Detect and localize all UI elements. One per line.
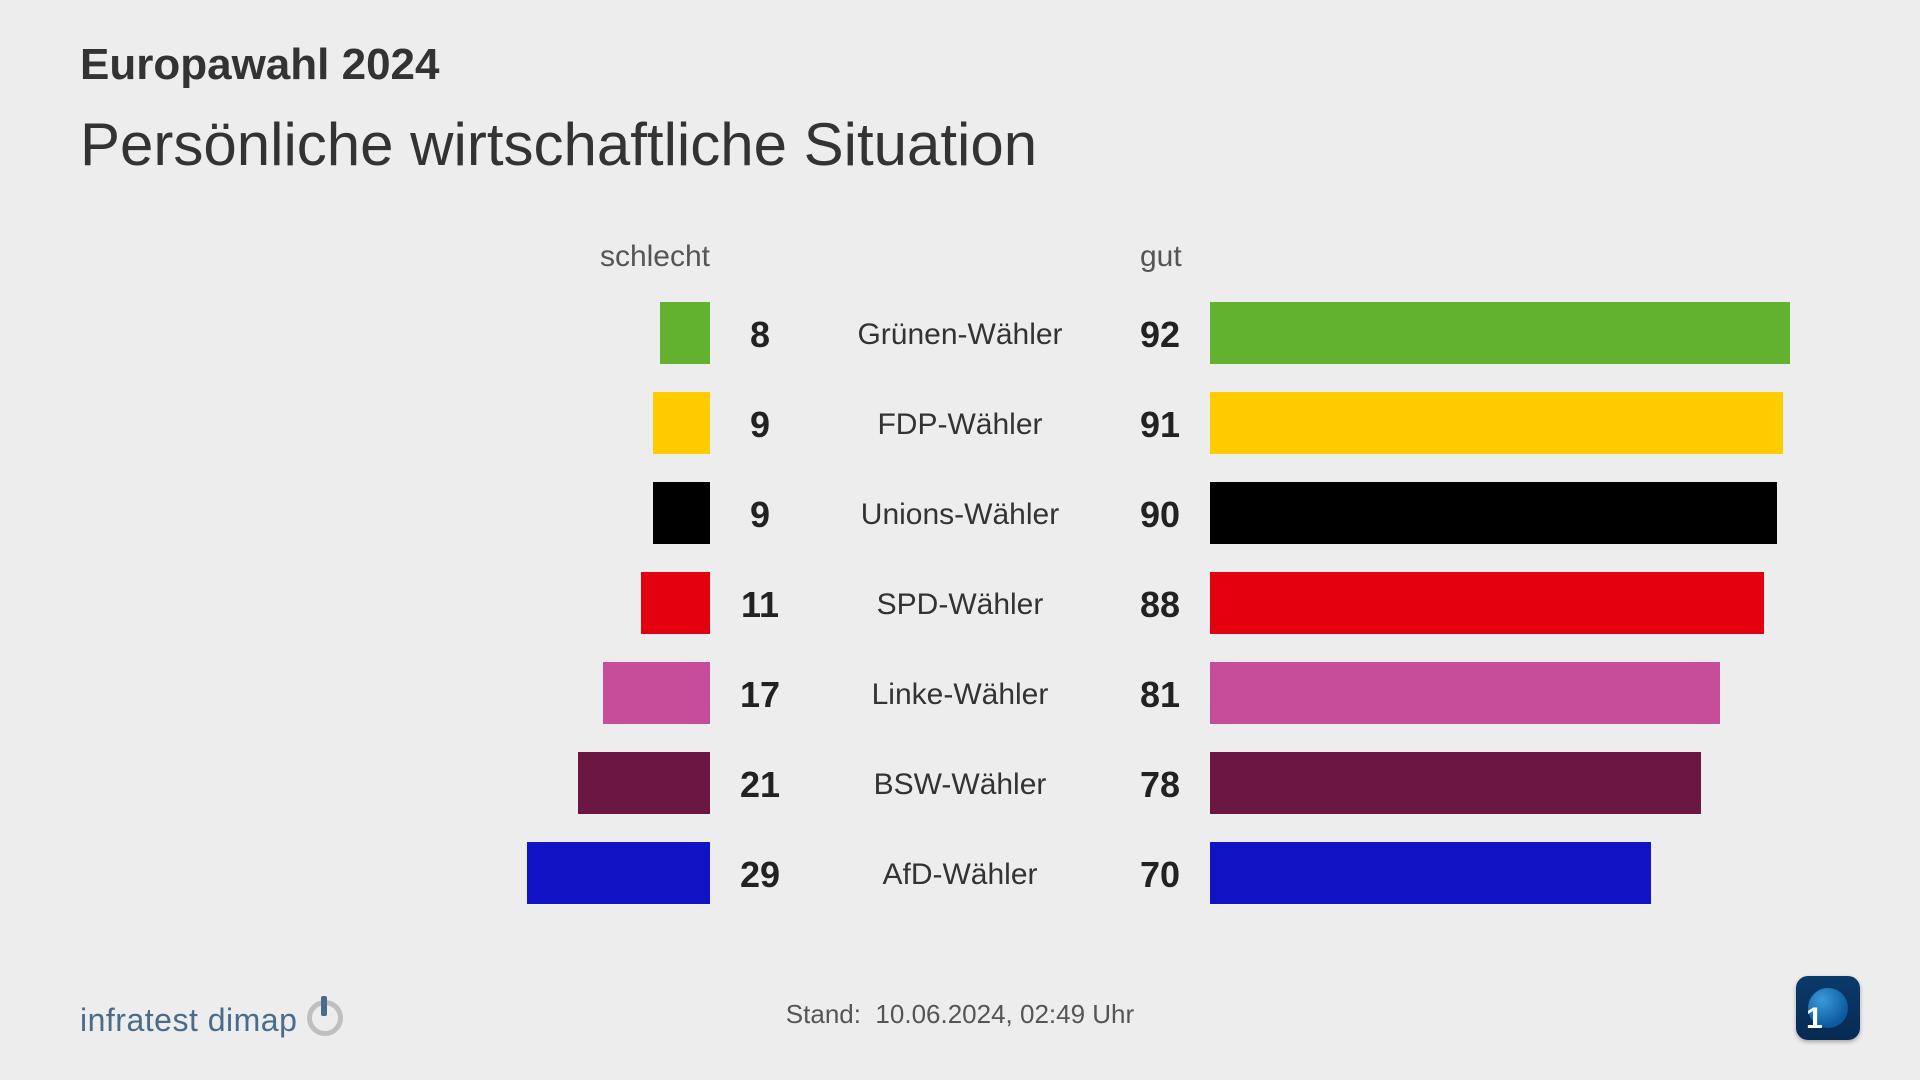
- value-right: 78: [1120, 740, 1200, 830]
- source-logo-icon: [307, 1000, 347, 1040]
- value-left: 17: [720, 650, 800, 740]
- bar-right: [1210, 392, 1783, 454]
- column-headers: schlecht gut: [80, 240, 1840, 290]
- chart-row: 11 SPD-Wähler 88: [80, 560, 1840, 650]
- diverging-bar-chart: schlecht gut 8Grünen-Wähler929FDP-Wähler…: [80, 240, 1840, 920]
- row-label: BSW-Wähler: [840, 740, 1080, 830]
- chart-title: Persönliche wirtschaftliche Situation: [80, 110, 1037, 179]
- row-label: Grünen-Wähler: [840, 290, 1080, 380]
- value-right: 91: [1120, 380, 1200, 470]
- broadcaster-glyph: 1: [1806, 1002, 1823, 1036]
- value-right: 70: [1120, 830, 1200, 920]
- footer-prefix: Stand:: [786, 999, 861, 1029]
- page: Europawahl 2024 Persönliche wirtschaftli…: [0, 0, 1920, 1080]
- broadcaster-logo: 1: [1796, 976, 1860, 1040]
- row-label: AfD-Wähler: [840, 830, 1080, 920]
- row-label: Unions-Wähler: [840, 470, 1080, 560]
- bar-left: [653, 392, 710, 454]
- bar-left: [527, 842, 710, 904]
- value-right: 88: [1120, 560, 1200, 650]
- bar-left: [641, 572, 710, 634]
- chart-row: 29 AfD-Wähler 70: [80, 830, 1840, 920]
- bar-left: [578, 752, 710, 814]
- source-logo: infratest dimap: [80, 1000, 347, 1040]
- value-left: 21: [720, 740, 800, 830]
- row-label: Linke-Wähler: [840, 650, 1080, 740]
- source-logo-text: infratest dimap: [80, 1002, 297, 1039]
- value-left: 29: [720, 830, 800, 920]
- header-right: gut: [1140, 240, 1340, 274]
- footer-time: 10.06.2024, 02:49 Uhr: [875, 999, 1134, 1029]
- value-right: 81: [1120, 650, 1200, 740]
- value-right: 90: [1120, 470, 1200, 560]
- bar-right: [1210, 302, 1790, 364]
- chart-row: 17 Linke-Wähler 81: [80, 650, 1840, 740]
- supertitle: Europawahl 2024: [80, 40, 439, 90]
- value-left: 9: [720, 380, 800, 470]
- bar-left: [603, 662, 710, 724]
- chart-row: 8 Grünen-Wähler 92: [80, 290, 1840, 380]
- bar-left: [653, 482, 710, 544]
- bar-right: [1210, 752, 1701, 814]
- bar-right: [1210, 842, 1651, 904]
- chart-row: 21 BSW-Wähler 78: [80, 740, 1840, 830]
- bar-left: [660, 302, 710, 364]
- rows-container: 8Grünen-Wähler929FDP-Wähler919Unions-Wäh…: [80, 290, 1840, 920]
- header-left: schlecht: [510, 240, 710, 274]
- row-label: SPD-Wähler: [840, 560, 1080, 650]
- row-label: FDP-Wähler: [840, 380, 1080, 470]
- value-right: 92: [1120, 290, 1200, 380]
- value-left: 11: [720, 560, 800, 650]
- bar-right: [1210, 662, 1720, 724]
- value-left: 9: [720, 470, 800, 560]
- bar-right: [1210, 482, 1777, 544]
- chart-row: 9 FDP-Wähler 91: [80, 380, 1840, 470]
- value-left: 8: [720, 290, 800, 380]
- bar-right: [1210, 572, 1764, 634]
- chart-row: 9 Unions-Wähler 90: [80, 470, 1840, 560]
